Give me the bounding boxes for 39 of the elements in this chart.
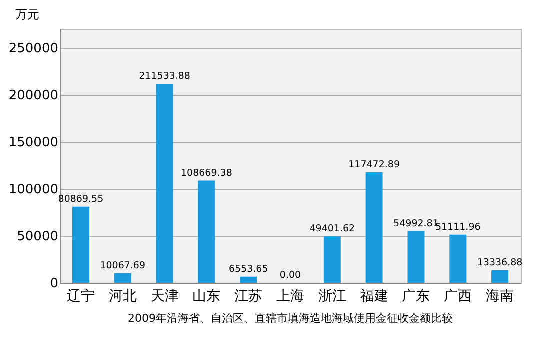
x-tick-label: 广东 [402, 288, 430, 304]
bar [408, 231, 425, 283]
y-tick-label: 150000 [8, 135, 58, 150]
x-tick-label: 河北 [108, 288, 137, 304]
x-tick-label: 福建 [360, 288, 388, 304]
bar [156, 84, 174, 283]
x-tick-label: 天津 [150, 288, 179, 304]
data-label: 10067.69 [100, 260, 146, 272]
bar [198, 180, 216, 283]
data-label: 51111.96 [435, 222, 481, 233]
bar [324, 236, 341, 283]
data-label: 0.00 [280, 270, 302, 281]
bar [240, 276, 258, 283]
bar [450, 234, 467, 283]
x-tick-label: 上海 [276, 288, 304, 304]
data-label: 80869.55 [58, 194, 104, 205]
x-tick-label: 辽宁 [66, 288, 95, 304]
y-tick-label: 200000 [8, 88, 58, 104]
y-tick-label: 0 [50, 276, 58, 292]
bar [366, 172, 383, 283]
data-label: 108669.38 [180, 168, 232, 179]
x-tick-label: 浙江 [318, 288, 346, 304]
data-label: 211533.88 [139, 71, 190, 82]
x-tick-label: 山东 [192, 288, 221, 304]
y-tick-label: 50000 [17, 229, 58, 244]
text: 2009年沿海省、自治区、直辖市填海造地海域使用金征收金额比较 [128, 312, 453, 325]
y-axis-title: 万元 [16, 8, 40, 22]
bar [114, 274, 132, 283]
data-label: 117472.89 [348, 159, 400, 170]
y-tick-label: 250000 [8, 41, 58, 56]
x-tick-label: 广西 [444, 288, 472, 304]
data-label: 6553.65 [228, 264, 268, 275]
bar [492, 270, 509, 283]
data-label: 13336.88 [477, 257, 523, 268]
y-tick-label: 100000 [8, 182, 58, 198]
x-tick-label: 海南 [486, 288, 514, 304]
x-tick-label: 江苏 [234, 288, 263, 304]
bar [72, 206, 90, 283]
data-label: 49401.62 [310, 224, 356, 235]
